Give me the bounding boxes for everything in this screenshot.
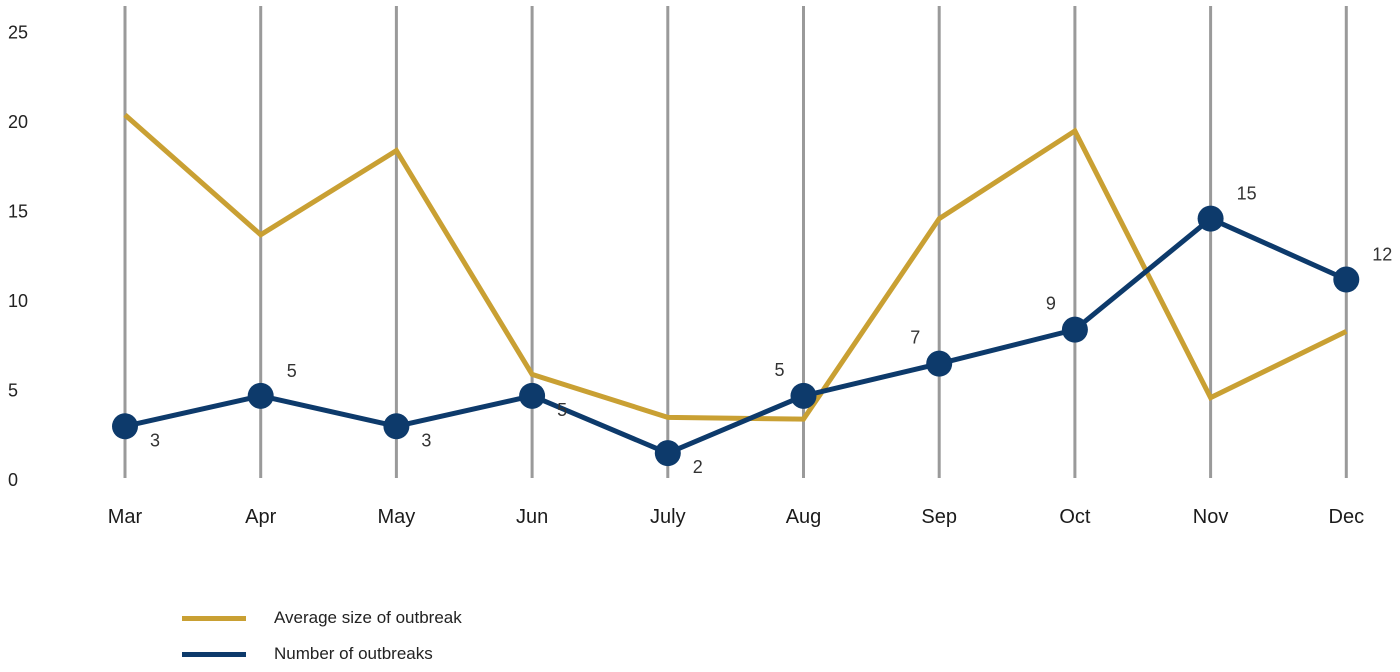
x-axis-ticks: Mar Apr May Jun July Aug Sep Oct Nov Dec [108,506,1364,528]
data-point-marker [519,382,546,409]
x-tick-label: May [378,506,416,528]
data-label: 15 [1237,184,1257,204]
legend-label-number-of-outbreaks: Number of outbreaks [274,644,433,663]
data-point-marker [926,350,953,377]
legend-label-average-size: Average size of outbreak [274,608,462,627]
y-tick-label: 25 [8,23,28,43]
data-label: 12 [1372,245,1392,265]
y-tick-label: 20 [8,112,28,132]
data-label: 5 [287,361,297,381]
x-tick-label: Oct [1059,506,1091,528]
vertical-gridlines [123,6,1348,478]
x-tick-label: Dec [1329,506,1365,528]
y-tick-label: 5 [8,381,18,401]
legend-item-average-size: Average size of outbreak [182,600,462,636]
y-tick-label: 10 [8,291,28,311]
series-line-average-size [123,112,1348,422]
legend-swatch-average-size [182,615,246,621]
x-tick-label: Apr [245,506,276,528]
data-point-marker [112,413,138,440]
legend: Average size of outbreak Number of outbr… [182,600,462,672]
legend-swatch-number-of-outbreaks [182,651,246,657]
y-tick-label: 0 [8,470,18,490]
x-tick-label: Aug [786,506,822,528]
legend-item-number-of-outbreaks: Number of outbreaks [182,636,462,672]
data-point-marker [247,382,274,409]
data-label: 3 [421,430,431,450]
x-tick-label: Jun [516,506,548,528]
data-point-marker [1061,316,1088,343]
data-point-marker [1333,266,1360,293]
series-markers [112,205,1360,467]
data-label: 2 [693,457,703,477]
y-axis-ticks: 0 5 10 15 20 25 [8,23,28,491]
data-label: 5 [557,400,567,420]
data-point-marker [654,440,681,467]
y-tick-label: 15 [8,202,28,222]
x-tick-label: Mar [108,506,143,528]
data-point-marker [1197,205,1224,232]
data-point-marker [383,413,410,440]
data-label: 9 [1046,294,1056,314]
data-label: 7 [910,328,920,348]
series-lines [123,112,1348,456]
x-tick-label: Nov [1193,506,1229,528]
data-labels: 3 5 3 5 2 5 7 9 15 12 [150,184,1392,477]
series-line-number-of-outbreaks [124,215,1348,456]
data-point-marker [790,382,817,409]
data-label: 3 [150,430,160,450]
x-tick-label: Sep [921,506,957,528]
data-label: 5 [774,360,784,380]
x-tick-label: July [650,506,686,528]
